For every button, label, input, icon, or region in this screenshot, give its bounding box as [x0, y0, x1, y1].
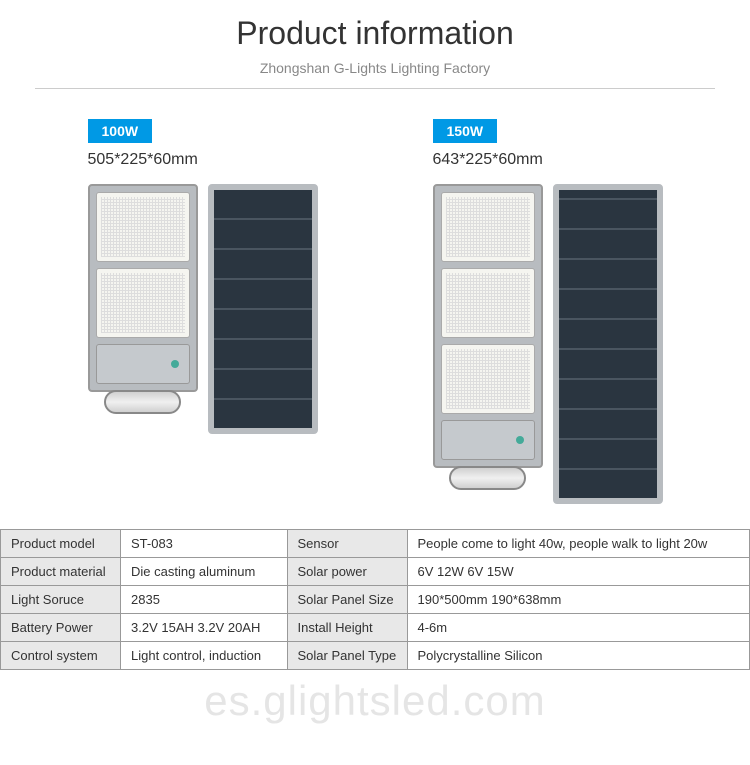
product-images [433, 184, 663, 504]
spec-value: 2835 [121, 586, 288, 614]
spec-label: Battery Power [1, 614, 121, 642]
header-section: Product information Zhongshan G-Lights L… [0, 0, 750, 89]
table-row: Battery Power3.2V 15AH 3.2V 20AHInstall … [1, 614, 750, 642]
led-panel [441, 344, 535, 414]
spec-label: Solar Panel Type [287, 642, 407, 670]
spec-value: People come to light 40w, people walk to… [407, 530, 750, 558]
mount-bracket [88, 390, 198, 414]
solar-panel-illustration [553, 184, 663, 504]
dimensions-text: 643*225*60mm [433, 151, 663, 169]
product-images [88, 184, 318, 434]
led-panel [96, 268, 190, 338]
led-panel [441, 268, 535, 338]
spec-label: Light Soruce [1, 586, 121, 614]
spec-value: 4-6m [407, 614, 750, 642]
mount-bracket [433, 466, 543, 490]
lamp-illustration [88, 184, 198, 414]
product-item: 100W 505*225*60mm [88, 119, 318, 504]
table-row: Control system Light control, inductionS… [1, 642, 750, 670]
spec-value: 6V 12W 6V 15W [407, 558, 750, 586]
spec-label: Solar power [287, 558, 407, 586]
lamp-illustration [433, 184, 543, 490]
spec-value: Polycrystalline Silicon [407, 642, 750, 670]
spec-value: ST-083 [121, 530, 288, 558]
spec-label: Install Height [287, 614, 407, 642]
spec-label: Sensor [287, 530, 407, 558]
spec-table: Product modelST-083SensorPeople come to … [0, 529, 750, 670]
product-item: 150W 643*225*60mm [433, 119, 663, 504]
page-title: Product information [0, 15, 750, 52]
led-panel [96, 192, 190, 262]
wattage-badge: 100W [88, 119, 153, 143]
spec-label: Product material [1, 558, 121, 586]
spec-value: Die casting aluminum [121, 558, 288, 586]
table-row: Product materialDie casting aluminumSola… [1, 558, 750, 586]
table-row: Light Soruce2835Solar Panel Size190*500m… [1, 586, 750, 614]
wattage-badge: 150W [433, 119, 498, 143]
control-box [96, 344, 190, 384]
page-subtitle: Zhongshan G-Lights Lighting Factory [0, 60, 750, 76]
spec-value: Light control, induction [121, 642, 288, 670]
spec-label: Product model [1, 530, 121, 558]
dimensions-text: 505*225*60mm [88, 151, 318, 169]
spec-label: Solar Panel Size [287, 586, 407, 614]
products-row: 100W 505*225*60mm 150W 643*225*60mm [0, 89, 750, 519]
control-box [441, 420, 535, 460]
led-panel [441, 192, 535, 262]
spec-value: 190*500mm 190*638mm [407, 586, 750, 614]
watermark-text: es.glightsled.com [204, 677, 546, 725]
spec-label: Control system [1, 642, 121, 670]
solar-panel-illustration [208, 184, 318, 434]
table-row: Product modelST-083SensorPeople come to … [1, 530, 750, 558]
spec-value: 3.2V 15AH 3.2V 20AH [121, 614, 288, 642]
